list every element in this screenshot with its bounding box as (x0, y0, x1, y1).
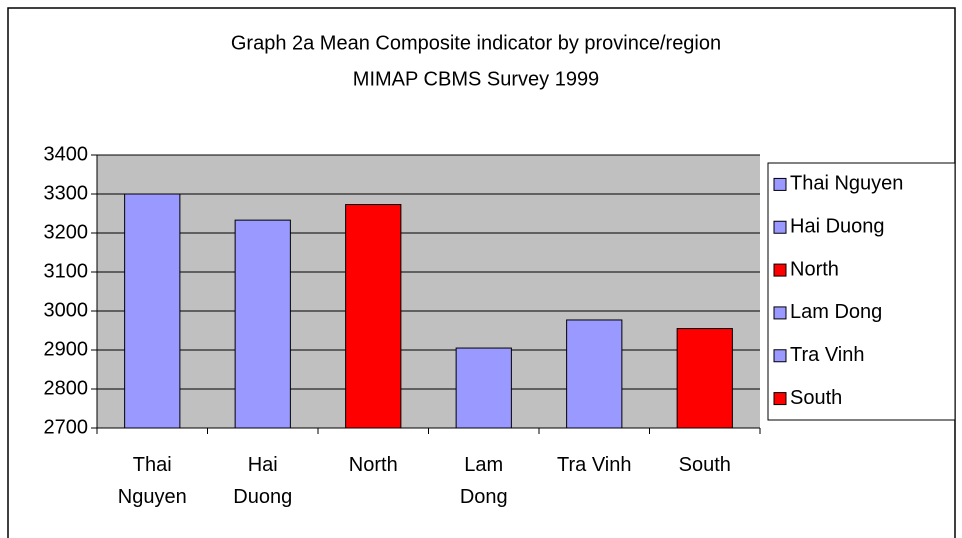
bar (345, 204, 402, 429)
x-tick-label: Thai Nguyen (117, 454, 187, 508)
chart-title: Graph 2a Mean Composite indicator by pro… (231, 32, 721, 54)
plot-area (97, 155, 760, 428)
legend-label: Lam Dong (790, 301, 882, 323)
legend-swatch (773, 306, 787, 320)
legend-label: Thai Nguyen (790, 173, 903, 195)
legend-label: Hai Duong (790, 216, 885, 238)
legend-label: North (790, 258, 839, 280)
legend-box (767, 162, 956, 421)
y-tick-label: 3200 (44, 221, 89, 243)
bar (676, 328, 733, 429)
x-tick-label: Tra Vinh (557, 454, 632, 476)
y-tick-label: 3000 (44, 299, 89, 321)
bar (124, 193, 181, 429)
bar (455, 347, 512, 429)
legend-swatch (773, 349, 787, 363)
x-tick-label: South (678, 454, 731, 476)
legend-swatch (773, 392, 787, 406)
legend-label: Tra Vinh (790, 344, 864, 366)
legend-swatch (773, 220, 787, 234)
legend-swatch (773, 177, 787, 191)
legend-swatch (773, 263, 787, 277)
y-tick-label: 2700 (44, 416, 89, 438)
x-tick-label: North (348, 454, 398, 476)
y-tick-label: 2900 (44, 338, 89, 360)
y-tick-label: 3100 (44, 260, 89, 282)
bar (234, 219, 291, 429)
chart-subtitle: MIMAP CBMS Survey 1999 (353, 68, 599, 90)
y-tick-label: 2800 (44, 377, 89, 399)
legend-label: South (790, 387, 842, 409)
bar (566, 319, 623, 429)
y-tick-label: 3400 (44, 143, 89, 165)
y-tick-label: 3300 (44, 182, 89, 204)
x-tick-label: Lam Dong (459, 454, 508, 508)
x-tick-label: Hai Duong (233, 454, 293, 508)
